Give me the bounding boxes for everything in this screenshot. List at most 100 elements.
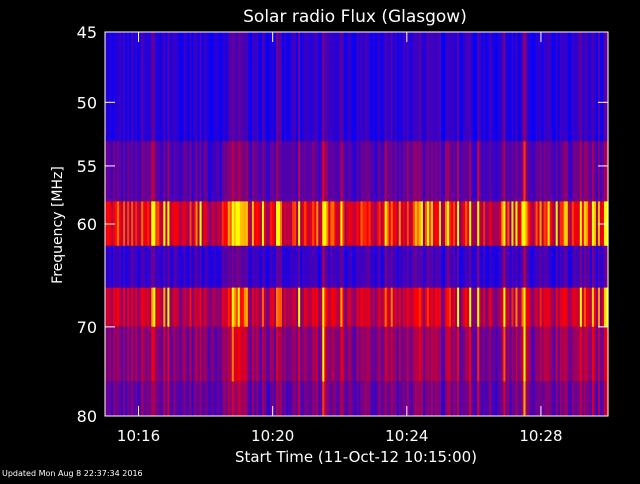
- heatmap-cell-band-2: [280, 201, 283, 246]
- heatmap-cell-band-1: [259, 141, 263, 202]
- heatmap-cell-band-6: [107, 381, 110, 416]
- heatmap-cell-band-1: [453, 141, 456, 202]
- heatmap-cell-band-3: [302, 245, 305, 288]
- heatmap-cell-band-3: [185, 245, 189, 288]
- heatmap-cell-band-6: [284, 381, 287, 416]
- heatmap-cell-band-4: [543, 287, 547, 327]
- heatmap-cell-band-2: [127, 201, 130, 246]
- heatmap-cell-band-0: [147, 32, 150, 142]
- heatmap-cell-band-5: [404, 326, 408, 382]
- heatmap-cell-band-3: [259, 245, 263, 288]
- heatmap-cell-band-3: [382, 245, 386, 288]
- heatmap-cell-band-5: [352, 326, 356, 382]
- chart-title: Solar radio Flux (Glasgow): [243, 7, 467, 27]
- heatmap-cell-band-3: [211, 245, 215, 288]
- heatmap-cell-band-5: [169, 326, 172, 382]
- heatmap-cell-band-4: [426, 287, 430, 327]
- heatmap-cell-band-3: [455, 245, 458, 288]
- heatmap-cell-band-0: [443, 32, 446, 142]
- heatmap-cell-band-0: [183, 32, 187, 142]
- heatmap-cell-band-2: [173, 201, 177, 246]
- heatmap-cell-band-0: [545, 32, 549, 142]
- heatmap-cell-band-3: [587, 245, 591, 288]
- heatmap-cell-band-1: [380, 141, 384, 202]
- heatmap-cell-band-4: [567, 287, 571, 327]
- heatmap-cell-band-1: [386, 141, 390, 202]
- heatmap-cell-band-2: [259, 201, 263, 246]
- heatmap-cell-band-2: [499, 201, 502, 246]
- heatmap-cell-band-4: [569, 287, 573, 327]
- heatmap-cell-band-4: [575, 287, 579, 327]
- heatmap-cell-band-0: [197, 32, 201, 142]
- heatmap-cell-band-5: [237, 326, 241, 382]
- heatmap-cell-band-3: [221, 245, 225, 288]
- heatmap-cell-band-2: [231, 201, 235, 246]
- heatmap-cell-band-0: [533, 32, 537, 142]
- heatmap-cell-band-5: [326, 326, 329, 382]
- heatmap-cell-band-5: [463, 326, 466, 382]
- heatmap-cell-band-1: [105, 141, 108, 202]
- heatmap-cell-band-3: [263, 245, 267, 288]
- heatmap-cell-band-4: [585, 287, 589, 327]
- heatmap-cell-band-3: [217, 245, 221, 288]
- heatmap-cell-band-5: [549, 326, 553, 382]
- heatmap-cell-band-2: [509, 201, 513, 246]
- heatmap-cell-band-3: [555, 245, 559, 288]
- heatmap-cell-band-4: [231, 287, 235, 327]
- heatmap-cell-band-3: [495, 245, 498, 288]
- heatmap-cell-band-1: [203, 141, 207, 202]
- heatmap-cell-band-1: [286, 141, 289, 202]
- heatmap-cell-band-4: [547, 287, 551, 327]
- heatmap-cell-band-3: [141, 245, 144, 288]
- heatmap-cell-band-2: [392, 201, 396, 246]
- heatmap-cell-band-1: [352, 141, 356, 202]
- heatmap-cell-band-3: [304, 245, 307, 288]
- heatmap-cell-band-6: [239, 381, 243, 416]
- heatmap-cell-band-6: [392, 381, 396, 416]
- heatmap-cell-band-0: [559, 32, 563, 142]
- heatmap-cell-band-1: [392, 141, 396, 202]
- heatmap-cell-band-1: [326, 141, 329, 202]
- heatmap-cell-band-4: [316, 287, 319, 327]
- heatmap-cell-band-4: [396, 287, 400, 327]
- heatmap-cell-band-2: [587, 201, 591, 246]
- heatmap-cell-band-3: [312, 245, 315, 288]
- heatmap-cell-band-4: [529, 287, 533, 327]
- heatmap-cell-band-2: [296, 201, 299, 246]
- heatmap-cell-band-4: [523, 287, 527, 327]
- heatmap-cell-band-2: [416, 201, 420, 246]
- heatmap-cell-band-5: [340, 326, 344, 382]
- heatmap-cell-band-2: [245, 201, 249, 246]
- heatmap-cell-band-0: [209, 32, 213, 142]
- heatmap-cell-band-5: [221, 326, 225, 382]
- heatmap-cell-band-3: [209, 245, 213, 288]
- heatmap-cell-band-5: [302, 326, 305, 382]
- heatmap-cell-band-4: [274, 287, 277, 327]
- heatmap-cell-band-1: [473, 141, 476, 202]
- heatmap-cell-band-5: [201, 326, 205, 382]
- heatmap-cell-band-4: [125, 287, 128, 327]
- heatmap-cell-band-4: [376, 287, 380, 327]
- heatmap-cell-band-1: [133, 141, 136, 202]
- heatmap-cell-band-6: [428, 381, 432, 416]
- heatmap-cell-band-1: [589, 141, 593, 202]
- heatmap-cell-band-5: [107, 326, 110, 382]
- heatmap-cell-band-5: [461, 326, 464, 382]
- heatmap-cell-band-4: [300, 287, 303, 327]
- heatmap-cell-band-3: [402, 245, 406, 288]
- heatmap-cell-band-2: [137, 201, 140, 246]
- heatmap-cell-band-1: [513, 141, 517, 202]
- heatmap-cell-band-4: [418, 287, 422, 327]
- heatmap-cell-band-0: [115, 32, 118, 142]
- heatmap-cell-band-0: [316, 32, 319, 142]
- heatmap-cell-band-2: [115, 201, 118, 246]
- heatmap-cell-band-0: [265, 32, 269, 142]
- heatmap-cell-band-1: [153, 141, 156, 202]
- heatmap-cell-band-1: [571, 141, 575, 202]
- heatmap-cell-band-6: [551, 381, 555, 416]
- heatmap-cell-band-4: [441, 287, 444, 327]
- heatmap-cell-band-3: [346, 245, 350, 288]
- heatmap-cell-band-3: [255, 245, 259, 288]
- heatmap-cell-band-3: [149, 245, 152, 288]
- heatmap-cell-band-6: [211, 381, 215, 416]
